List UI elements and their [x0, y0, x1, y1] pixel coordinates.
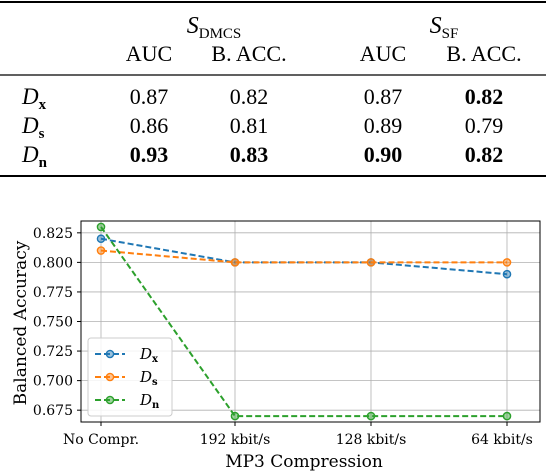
data-point-n	[366, 411, 376, 421]
row-label: Dn	[21, 142, 48, 171]
series-line-x	[100, 237, 508, 276]
col-header-bacc-dmcs: B. ACC.	[211, 41, 286, 66]
y-axis-ticks: 0.675 0.700 0.725 0.750 0.775 0.800 0.825	[33, 226, 81, 419]
data-point-n	[96, 222, 106, 232]
group-header-sf: SSF	[430, 13, 459, 42]
legend-marker	[105, 395, 115, 405]
data-point-x	[96, 234, 106, 244]
x-axis-label: MP3 Compression	[225, 452, 383, 472]
table-cell: 0.81	[230, 113, 269, 138]
legend-label: Dn	[139, 391, 160, 411]
legend-label: Dx	[139, 345, 159, 365]
table-cell: 0.82	[465, 142, 504, 167]
table-cell: 0.90	[364, 142, 403, 167]
col-header-bacc-sf: B. ACC.	[446, 41, 521, 66]
row-label: Ds	[21, 113, 45, 142]
series-line-n	[100, 226, 507, 418]
chart-series	[96, 222, 512, 421]
table-cell: 0.87	[130, 84, 169, 109]
x-tick-label: 64 kbit/s	[471, 432, 533, 448]
data-point-s	[366, 258, 376, 267]
x-tick-label: 128 kbit/s	[336, 432, 407, 448]
table-cell: 0.89	[364, 113, 403, 138]
table-cell: 0.82	[465, 84, 504, 109]
legend-marker	[105, 349, 115, 359]
table-cell: 0.83	[230, 142, 269, 167]
data-point-s	[96, 246, 106, 255]
table-cell: 0.87	[364, 84, 403, 109]
data-point-s	[230, 258, 240, 267]
x-axis-ticks: No Compr. 192 kbit/s 128 kbit/s 64 kbit/s	[63, 422, 533, 448]
table-cell: 0.93	[130, 142, 169, 167]
group-header-dmcs: SDMCS	[187, 13, 242, 42]
y-tick-label: 0.800	[33, 255, 73, 271]
y-axis-label: Balanced Accuracy	[11, 240, 31, 405]
table-cell: 0.82	[230, 84, 269, 109]
x-tick-label: 192 kbit/s	[200, 432, 271, 448]
data-point-n	[502, 411, 512, 421]
data-point-s	[502, 258, 512, 267]
table-body: Dx 0.87 0.82 0.87 0.82 Ds 0.86 0.81 0.89 0.79 Dn 0.…	[21, 84, 503, 171]
table-cell: 0.86	[130, 113, 169, 138]
x-tick-label: No Compr.	[63, 432, 139, 448]
y-tick-label: 0.725	[33, 344, 73, 360]
results-table: SDMCS SSF AUC B. ACC. AUC B. ACC. Dx 0.87…	[0, 1, 546, 177]
series-line-s	[100, 249, 507, 264]
row-label: Dx	[21, 84, 47, 113]
table-cell: 0.79	[465, 113, 504, 138]
chart-legend: Dx Ds Dn	[87, 337, 173, 417]
data-point-x	[502, 269, 512, 279]
col-header-auc-dmcs: AUC	[126, 41, 172, 66]
line-chart: 0.675 0.700 0.725 0.750 0.775 0.800 0.825 No C…	[11, 220, 541, 472]
col-header-auc-sf: AUC	[360, 41, 406, 66]
y-tick-label: 0.750	[33, 315, 73, 331]
y-tick-label: 0.825	[33, 226, 73, 242]
y-tick-label: 0.775	[33, 285, 73, 301]
y-tick-label: 0.675	[33, 403, 73, 419]
data-point-n	[230, 411, 240, 421]
legend-marker	[105, 372, 115, 382]
legend-label: Ds	[139, 368, 158, 388]
y-tick-label: 0.700	[33, 374, 73, 390]
